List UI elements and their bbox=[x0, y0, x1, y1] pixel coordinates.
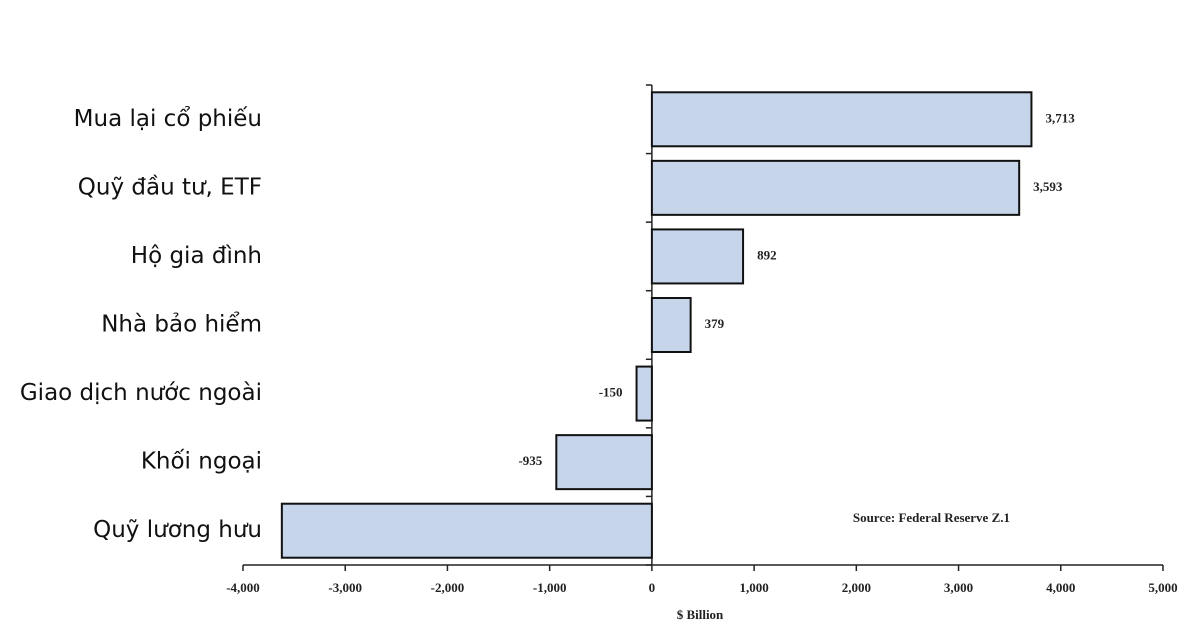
value-label: 3,593 bbox=[1033, 179, 1063, 194]
x-tick-label: 1,000 bbox=[739, 580, 768, 595]
x-tick-label: -1,000 bbox=[533, 580, 567, 595]
value-label: 379 bbox=[705, 316, 725, 331]
x-tick-label: -4,000 bbox=[226, 580, 260, 595]
x-tick-label: 5,000 bbox=[1148, 580, 1177, 595]
category-label: Hộ gia đình bbox=[131, 243, 262, 269]
category-label: Quỹ đầu tư, ETF bbox=[78, 174, 262, 200]
bar bbox=[280, 502, 653, 559]
category-label: Mua lại cổ phiếu bbox=[74, 106, 262, 132]
category-label: Nhà bảo hiểm bbox=[101, 312, 262, 338]
x-axis-label: $ Billion bbox=[677, 607, 724, 622]
x-tick-label: 3,000 bbox=[944, 580, 973, 595]
bar bbox=[650, 159, 1021, 216]
bar bbox=[650, 91, 1033, 148]
bar bbox=[635, 365, 653, 422]
value-label: 892 bbox=[757, 247, 777, 262]
bar bbox=[650, 228, 745, 285]
x-tick-label: -2,000 bbox=[431, 580, 465, 595]
category-label: Quỹ lương hưu bbox=[93, 517, 262, 543]
x-tick-label: 2,000 bbox=[842, 580, 871, 595]
value-label: 3,713 bbox=[1045, 110, 1075, 125]
category-label: Khối ngoại bbox=[141, 449, 262, 475]
source-note: Source: Federal Reserve Z.1 bbox=[853, 510, 1010, 525]
value-label: -935 bbox=[518, 453, 542, 468]
x-tick-label: 0 bbox=[649, 580, 656, 595]
x-tick-label: 4,000 bbox=[1046, 580, 1075, 595]
x-tick-label: -3,000 bbox=[328, 580, 362, 595]
value-label: -150 bbox=[599, 385, 623, 400]
bar bbox=[650, 297, 692, 353]
category-label: Giao dịch nước ngoài bbox=[20, 380, 262, 406]
bar bbox=[555, 434, 653, 491]
